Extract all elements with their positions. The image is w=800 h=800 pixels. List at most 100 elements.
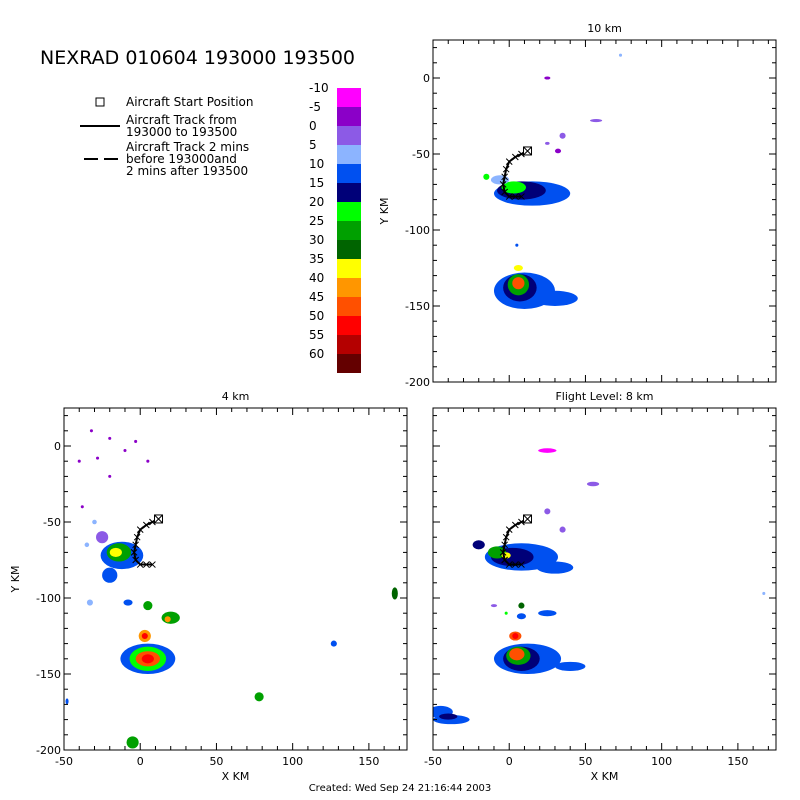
legend-dashed-label-1: Aircraft Track 2 mins: [126, 140, 249, 154]
echo-cell: [161, 611, 180, 624]
track-marker: [499, 181, 507, 188]
plot-frame: [63, 407, 408, 751]
echo-cell: [126, 736, 139, 749]
colorbar-label: 10: [309, 157, 324, 171]
x-tick-label: 100: [651, 755, 672, 768]
track-marker: [142, 561, 150, 568]
y-axis-label: Y KM: [9, 566, 22, 594]
echo-cell: [391, 587, 398, 600]
echo-cell: [80, 505, 84, 509]
echo-cell: [89, 429, 93, 433]
track-marker: [511, 193, 519, 200]
echo-cell: [512, 632, 519, 640]
echo-cell: [330, 640, 337, 647]
colorbar-label: -5: [309, 100, 321, 114]
x-axis-label: X KM: [591, 770, 619, 783]
track-marker: [505, 561, 513, 568]
echo-cell: [108, 436, 112, 440]
echo-cell: [545, 141, 550, 145]
echo-cell: [65, 698, 69, 705]
y-tick-label: -50: [412, 148, 430, 161]
legend-dashed-label-2: before 193000and: [126, 152, 237, 166]
colorbar-label: 25: [309, 214, 324, 228]
colorbar-label: 15: [309, 176, 324, 190]
plot-frame: [432, 39, 777, 383]
track-marker: [502, 165, 510, 173]
legend-solid-label-1: Aircraft Track from: [126, 113, 237, 127]
track-marker: [502, 533, 510, 541]
echo-cell: [538, 610, 557, 617]
echo-cell: [544, 508, 551, 515]
colorbar-swatch: [337, 107, 361, 126]
colorbar-swatch: [337, 316, 361, 335]
y-tick-label: -200: [36, 744, 61, 757]
echo-cell: [513, 264, 523, 272]
legend: Aircraft Start Position Aircraft Track f…: [80, 95, 253, 178]
track-marker: [511, 561, 519, 568]
track-marker: [505, 193, 513, 200]
colorbar-label: 60: [309, 347, 324, 361]
echo-cell: [532, 290, 578, 306]
x-tick-label: -50: [424, 755, 442, 768]
colorbar-swatch: [337, 259, 361, 278]
echo-cell: [439, 713, 458, 720]
echo-cell: [141, 632, 148, 640]
echo-cell: [86, 599, 93, 606]
echo-cell: [143, 601, 153, 611]
echo-cell: [536, 561, 574, 574]
echo-cell: [96, 531, 109, 544]
echo-cell: [504, 611, 508, 615]
echo-cell: [77, 459, 81, 463]
track-marker: [518, 561, 525, 568]
colorbar-label: 5: [309, 138, 317, 152]
track-marker: [149, 561, 156, 568]
echo-cell: [501, 181, 526, 194]
colorbar-label: 20: [309, 195, 324, 209]
track-marker: [132, 541, 140, 549]
track-marker: [130, 549, 138, 556]
echo-cell: [559, 132, 566, 139]
echo-cell: [554, 661, 586, 671]
x-tick-label: 150: [727, 755, 748, 768]
legend-solid-label-2: 193000 to 193500: [126, 125, 237, 139]
echo-cell: [509, 648, 525, 661]
echo-cell: [108, 474, 112, 478]
echo-cell: [559, 526, 566, 533]
echo-cell: [123, 599, 133, 606]
x-tick-label: 0: [137, 755, 144, 768]
x-tick-label: 0: [506, 755, 513, 768]
x-tick-label: 150: [358, 755, 379, 768]
colorbar-swatch: [337, 354, 361, 373]
colorbar-swatch: [337, 335, 361, 354]
panel-title: 10 km: [587, 22, 622, 35]
colorbar-swatch: [337, 202, 361, 221]
echo-cell: [490, 175, 510, 185]
echo-cell: [92, 519, 97, 525]
colorbar-label: 40: [309, 271, 324, 285]
echo-cell: [554, 148, 562, 154]
y-axis-label: Y KM: [378, 198, 391, 226]
y-tick-label: -150: [405, 300, 430, 313]
y-tick-label: -150: [36, 668, 61, 681]
panel-flight-level-8km: -50 0 50 100 150 Flight Level: 8 km X KM: [424, 390, 777, 783]
colorbar-swatch: [337, 164, 361, 183]
plot-frame: [432, 407, 777, 751]
colorbar-swatch: [337, 126, 361, 145]
echo-cell: [109, 547, 122, 557]
colorbar-swatch: [337, 145, 361, 164]
y-tick-label: 0: [423, 72, 430, 85]
track-marker: [511, 153, 519, 161]
echo-cell: [618, 53, 623, 57]
created-timestamp: Created: Wed Sep 24 21:16:44 2003: [309, 783, 492, 794]
y-tick-label: -200: [405, 376, 430, 389]
start-position-cross: [523, 514, 532, 524]
echo-cell: [102, 567, 118, 583]
colorbar-swatch: [337, 240, 361, 259]
x-axis-label: X KM: [222, 770, 250, 783]
echo-cell: [146, 459, 150, 463]
echo-cell: [538, 448, 557, 453]
start-position-cross: [523, 146, 532, 156]
track-marker: [499, 549, 507, 556]
colorbar-swatch: [337, 297, 361, 316]
